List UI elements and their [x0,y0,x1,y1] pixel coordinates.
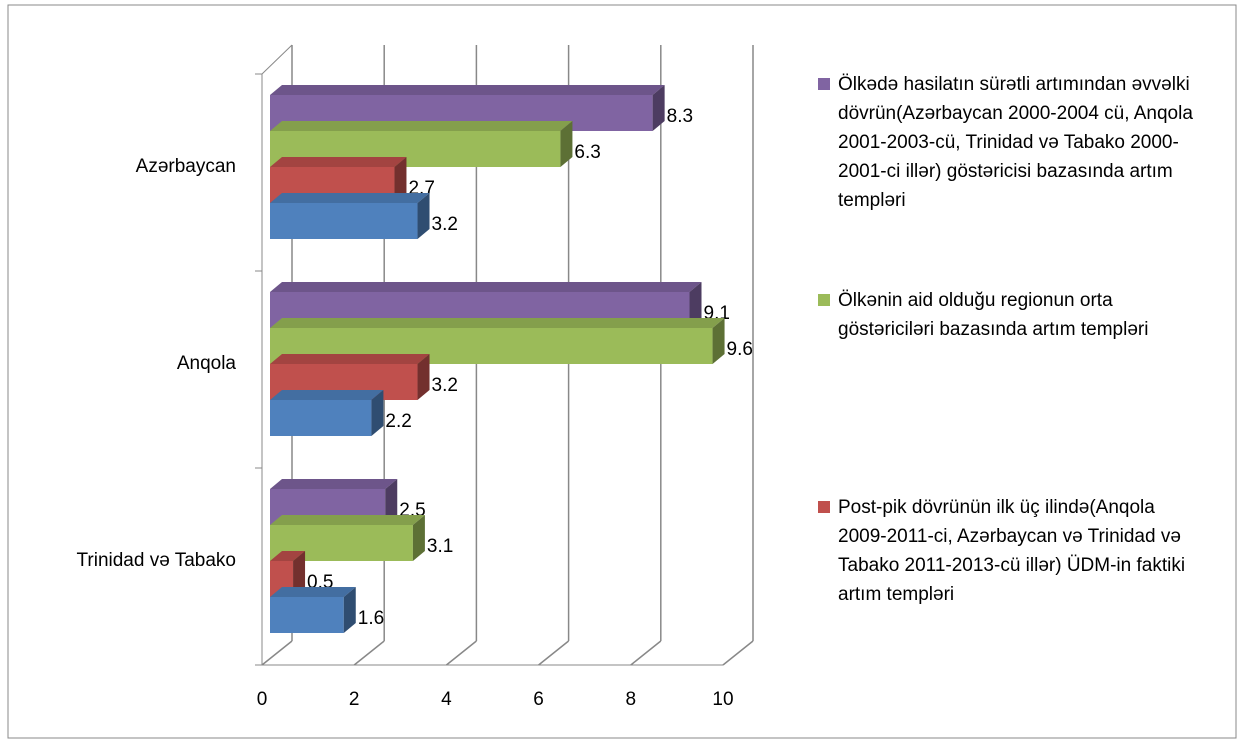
data-label: 2.2 [385,411,411,432]
bar-front [270,203,418,239]
bar [270,587,356,633]
bar-top [270,193,430,203]
bar-side [417,354,430,400]
grid-line [445,640,477,666]
bar-side [385,479,398,525]
bar-top [270,587,356,597]
x-tick-label: 6 [533,689,544,710]
grid-line [261,640,293,666]
legend-label: Ölkədə hasilatın sürətli artımından əvvə… [838,74,1193,211]
bar-top [270,157,407,167]
bar-top [270,515,425,525]
bar-front [270,400,372,436]
bar-side [293,551,306,597]
x-tick-label: 0 [257,689,268,710]
grid-line [538,640,570,666]
y-tick-label: Trinidad və Tabako [77,550,237,571]
bar-top [270,354,430,364]
data-label: 8.3 [667,106,693,127]
bar-side [560,121,573,167]
legend-swatch [818,501,830,513]
legend-label: Post-pik dövrünün ilk üç ilində(Anqola 2… [838,497,1186,605]
legend-label: Ölkənin aid olduğu regionun orta göstəri… [838,290,1149,340]
legend-item: Ölkənin aid olduğu regionun orta göstəri… [818,286,1208,344]
data-label: 9.6 [727,339,753,360]
x-tick-label: 10 [712,689,733,710]
data-label: 3.2 [432,214,458,235]
bar [270,390,384,436]
bar-side [712,318,725,364]
bar-top [270,85,665,95]
bar-side [394,157,407,203]
bar-side [417,193,430,239]
bar-top [270,390,384,400]
bar [270,193,430,239]
legend-swatch [818,294,830,306]
bar-top [270,282,702,292]
data-label: 3.1 [427,536,453,557]
y-tick-label: Anqola [177,353,237,374]
bar-top [270,121,573,131]
bar-side [689,282,702,328]
bar [270,318,725,364]
bar-top [270,318,725,328]
grid-line [353,640,385,666]
data-label: 6.3 [574,142,600,163]
bar-top [270,479,398,489]
bar-top [270,551,306,561]
bar-side [412,515,425,561]
x-tick-label: 4 [441,689,452,710]
legend-item: Post-pik dövrünün ilk üç ilində(Anqola 2… [818,493,1208,609]
legend-item: Ölkədə hasilatın sürətli artımından əvvə… [818,70,1208,215]
data-label: 3.2 [432,375,458,396]
bar-front [270,597,344,633]
y-tick-label: Azərbaycan [136,156,236,177]
bar-side [343,587,356,633]
bar-side [652,85,665,131]
data-label: 1.6 [358,608,384,629]
bar-side [371,390,384,436]
legend-swatch [818,78,830,90]
grid-line [630,640,662,666]
x-tick-label: 2 [349,689,360,710]
x-tick-label: 8 [626,689,637,710]
grid-line [722,640,754,666]
axis [261,44,293,75]
